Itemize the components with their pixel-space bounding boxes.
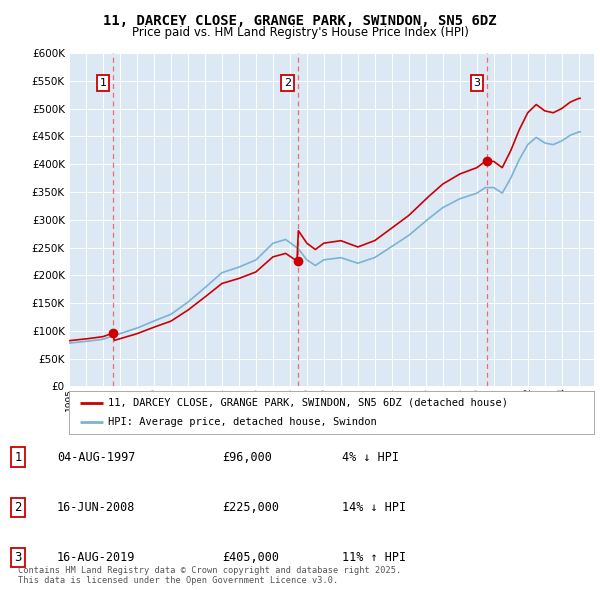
Text: 14% ↓ HPI: 14% ↓ HPI xyxy=(342,501,406,514)
Text: 11, DARCEY CLOSE, GRANGE PARK, SWINDON, SN5 6DZ: 11, DARCEY CLOSE, GRANGE PARK, SWINDON, … xyxy=(103,14,497,28)
Text: 3: 3 xyxy=(14,551,22,564)
Text: £96,000: £96,000 xyxy=(222,451,272,464)
Text: 11, DARCEY CLOSE, GRANGE PARK, SWINDON, SN5 6DZ (detached house): 11, DARCEY CLOSE, GRANGE PARK, SWINDON, … xyxy=(109,398,508,408)
Text: 04-AUG-1997: 04-AUG-1997 xyxy=(57,451,136,464)
Text: 4% ↓ HPI: 4% ↓ HPI xyxy=(342,451,399,464)
Text: £225,000: £225,000 xyxy=(222,501,279,514)
Text: 2: 2 xyxy=(284,78,291,88)
Text: 1: 1 xyxy=(100,78,106,88)
Text: Contains HM Land Registry data © Crown copyright and database right 2025.
This d: Contains HM Land Registry data © Crown c… xyxy=(18,566,401,585)
Text: HPI: Average price, detached house, Swindon: HPI: Average price, detached house, Swin… xyxy=(109,417,377,427)
Text: 2: 2 xyxy=(14,501,22,514)
Text: 11% ↑ HPI: 11% ↑ HPI xyxy=(342,551,406,564)
Text: 3: 3 xyxy=(473,78,481,88)
Text: 1: 1 xyxy=(14,451,22,464)
Text: £405,000: £405,000 xyxy=(222,551,279,564)
Text: 16-AUG-2019: 16-AUG-2019 xyxy=(57,551,136,564)
Text: Price paid vs. HM Land Registry's House Price Index (HPI): Price paid vs. HM Land Registry's House … xyxy=(131,26,469,39)
Text: 16-JUN-2008: 16-JUN-2008 xyxy=(57,501,136,514)
